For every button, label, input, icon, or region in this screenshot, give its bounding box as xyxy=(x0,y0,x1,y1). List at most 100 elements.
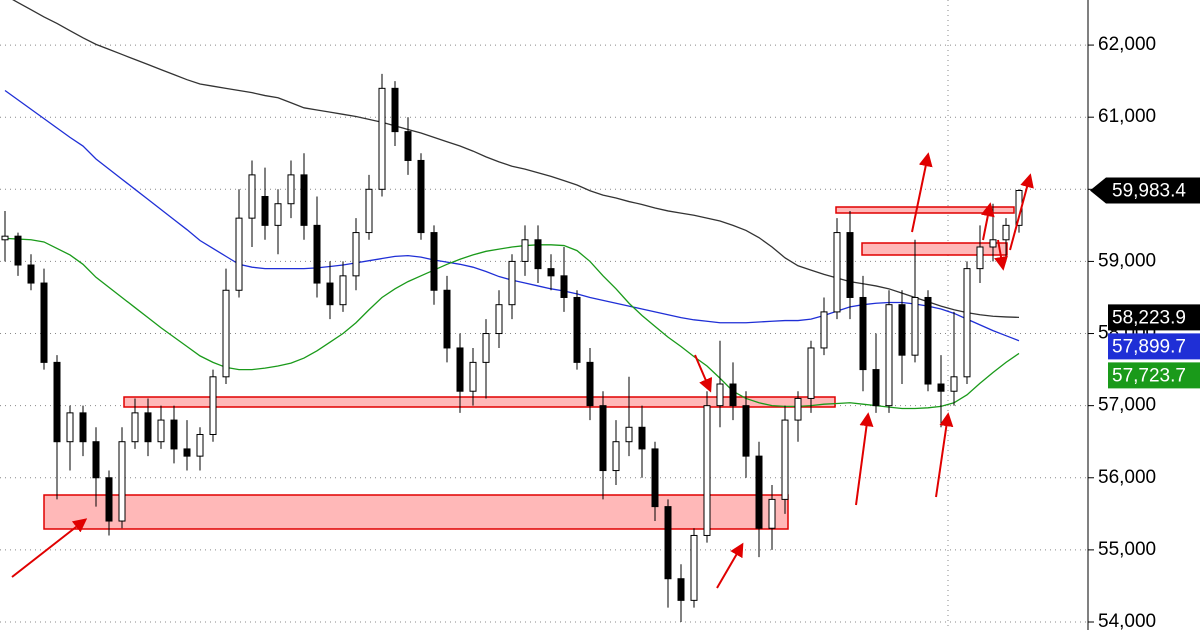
candle-body xyxy=(183,448,191,457)
candle-body xyxy=(391,87,399,133)
candle-body xyxy=(27,264,35,284)
candle-body xyxy=(118,441,126,522)
candle-body xyxy=(235,217,243,291)
candle-body xyxy=(209,376,217,435)
candle-body xyxy=(534,239,542,270)
candle-body xyxy=(664,506,672,580)
candle-body xyxy=(313,224,321,284)
candle-body xyxy=(742,405,750,457)
candle-body xyxy=(261,196,269,226)
candle-body xyxy=(820,311,828,349)
candle-body xyxy=(612,441,620,472)
candle-body xyxy=(144,412,152,443)
candle-body xyxy=(157,419,165,443)
arrows xyxy=(11,152,1034,589)
moving-average-line xyxy=(4,237,1020,410)
candle-body xyxy=(196,433,204,457)
resistance-zone xyxy=(861,242,1008,256)
candle-body xyxy=(92,441,100,479)
price-tag-label: 58,223.9 xyxy=(1112,307,1186,328)
candle-body xyxy=(66,412,74,443)
candle-body xyxy=(53,361,61,443)
candle-body xyxy=(924,296,932,385)
y-tick-label: 61,000 xyxy=(1098,106,1156,127)
candle-body xyxy=(898,304,906,356)
candle-body xyxy=(885,304,893,407)
candle-body xyxy=(131,412,139,443)
zones xyxy=(43,206,1015,530)
candle-body xyxy=(768,498,776,529)
resistance-zone xyxy=(835,206,1015,214)
candle-body xyxy=(287,174,295,205)
candle-body xyxy=(495,304,503,335)
candle-body xyxy=(677,578,685,601)
candle-body xyxy=(1002,224,1010,241)
price-tag xyxy=(1108,304,1200,331)
candle-body xyxy=(430,232,438,291)
price-tag-label: 57,723.7 xyxy=(1112,365,1186,386)
candle-body xyxy=(248,174,256,219)
candle-body xyxy=(339,275,347,306)
support-zone xyxy=(43,494,789,530)
arrow xyxy=(980,202,995,241)
candle-body xyxy=(963,268,971,378)
candle-body xyxy=(521,239,529,262)
price-tag xyxy=(1090,177,1200,204)
y-tick-label: 54,000 xyxy=(1098,611,1156,630)
candle-body xyxy=(469,361,477,392)
y-tick-label: 59,000 xyxy=(1098,250,1156,271)
candle-body xyxy=(404,131,412,161)
candle-body xyxy=(638,426,646,450)
arrow xyxy=(1009,173,1034,251)
candle-body xyxy=(326,282,334,306)
candle-body xyxy=(781,419,789,500)
candle-body xyxy=(599,405,607,472)
candle-body xyxy=(352,232,360,277)
y-tick-label: 55,000 xyxy=(1098,539,1156,560)
candle-body xyxy=(911,296,919,356)
candle-body xyxy=(703,405,711,536)
candle-body xyxy=(1,235,9,241)
candle-body xyxy=(937,383,945,392)
candle-body xyxy=(755,455,763,529)
candle-body xyxy=(508,260,516,306)
candle-body xyxy=(833,232,841,313)
arrow xyxy=(694,354,713,393)
candle-body xyxy=(222,289,230,378)
candle-body xyxy=(14,235,22,266)
price-tag xyxy=(1108,362,1200,389)
candle-body xyxy=(560,275,568,298)
candle-body xyxy=(274,203,282,226)
candle-body xyxy=(365,188,373,234)
candle-body xyxy=(300,174,308,226)
price-tag xyxy=(1108,333,1200,360)
price-tag-label: 57,899.7 xyxy=(1112,336,1186,357)
candle-body xyxy=(859,296,867,371)
candle-body xyxy=(651,448,659,508)
arrow xyxy=(855,412,874,506)
candle-body xyxy=(846,232,854,298)
price-tag-label: 59,983.4 xyxy=(1112,181,1186,202)
candle-body xyxy=(417,159,425,234)
candles xyxy=(1,73,1023,622)
candle-body xyxy=(794,397,802,421)
grid xyxy=(0,0,1088,630)
moving-averages xyxy=(4,0,1020,410)
arrow xyxy=(935,412,954,498)
candle-body xyxy=(690,534,698,601)
candle-body xyxy=(625,426,633,443)
candle-body xyxy=(40,282,48,363)
y-tick-label: 56,000 xyxy=(1098,467,1156,488)
candle-body xyxy=(586,361,594,407)
y-tick-label: 57,000 xyxy=(1098,395,1156,416)
candle-body xyxy=(872,369,880,407)
candle-body xyxy=(547,268,555,277)
candle-body xyxy=(807,347,815,399)
price-tags: 59,983.4 58,223.9 57,899.7 57,723.7 xyxy=(1090,177,1200,389)
candle-body xyxy=(976,246,984,270)
candle-body xyxy=(105,477,113,522)
candle-body xyxy=(716,383,724,407)
arrow xyxy=(716,542,744,589)
candle-body xyxy=(170,419,178,450)
